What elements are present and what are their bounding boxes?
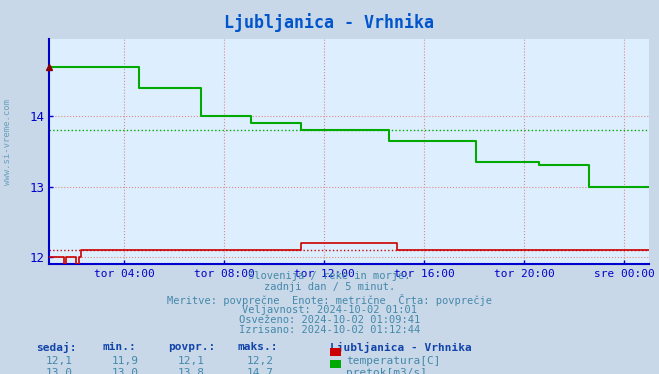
Text: 13,0: 13,0 (112, 368, 139, 374)
Text: www.si-vreme.com: www.si-vreme.com (3, 99, 13, 185)
Text: 14,7: 14,7 (247, 368, 274, 374)
Text: sedaj:: sedaj: (36, 342, 76, 353)
Text: Ljubljanica - Vrhnika: Ljubljanica - Vrhnika (225, 13, 434, 32)
Text: 11,9: 11,9 (112, 356, 139, 366)
Text: maks.:: maks.: (237, 342, 277, 352)
Text: 12,2: 12,2 (247, 356, 274, 366)
Text: 12,1: 12,1 (46, 356, 73, 366)
Text: pretok[m3/s]: pretok[m3/s] (346, 368, 427, 374)
Text: Veljavnost: 2024-10-02 01:01: Veljavnost: 2024-10-02 01:01 (242, 305, 417, 315)
Text: povpr.:: povpr.: (168, 342, 215, 352)
Text: 13,8: 13,8 (178, 368, 205, 374)
Text: 13,0: 13,0 (46, 368, 73, 374)
Text: Izrisano: 2024-10-02 01:12:44: Izrisano: 2024-10-02 01:12:44 (239, 325, 420, 335)
Text: temperatura[C]: temperatura[C] (346, 356, 440, 366)
Text: zadnji dan / 5 minut.: zadnji dan / 5 minut. (264, 282, 395, 292)
Text: min.:: min.: (102, 342, 136, 352)
Text: Meritve: povprečne  Enote: metrične  Črta: povprečje: Meritve: povprečne Enote: metrične Črta:… (167, 294, 492, 306)
Text: 12,1: 12,1 (178, 356, 205, 366)
Text: Slovenija / reke in morje.: Slovenija / reke in morje. (248, 271, 411, 281)
Text: Ljubljanica - Vrhnika: Ljubljanica - Vrhnika (330, 342, 471, 353)
Text: Osveženo: 2024-10-02 01:09:41: Osveženo: 2024-10-02 01:09:41 (239, 315, 420, 325)
